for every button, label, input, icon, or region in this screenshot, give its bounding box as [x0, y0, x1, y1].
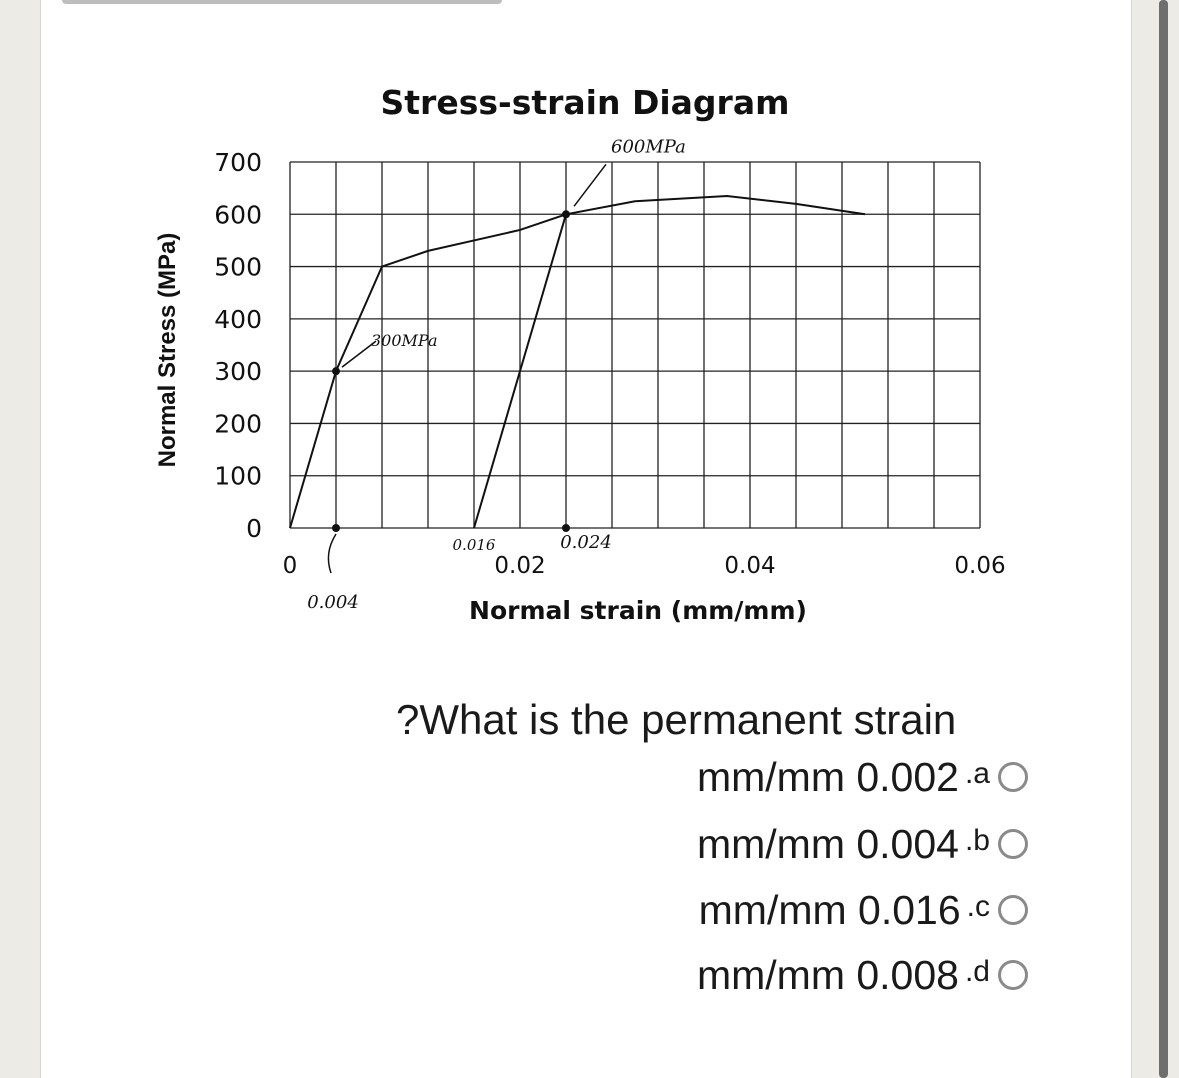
option-c[interactable]: mm/mm 0.016 .c	[600, 886, 1028, 934]
y-tick-label: 700	[214, 148, 262, 177]
chart-ylabel: Normal Stress (MPa)	[154, 233, 181, 468]
option-b-letter: .b	[964, 824, 990, 857]
question-card	[40, 0, 1132, 1078]
option-b-value: mm/mm 0.004	[696, 820, 959, 867]
annotation-arrow	[327, 533, 337, 574]
x-tick-label: 0	[283, 553, 298, 579]
y-tick-label: 0	[246, 514, 262, 543]
chart-title: Stress-strain Diagram	[381, 83, 790, 122]
radio-d[interactable]	[998, 960, 1028, 990]
y-tick-label: 300	[214, 357, 262, 386]
chart-grid	[289, 161, 981, 529]
x-tick-label: 0.02	[494, 553, 545, 579]
radio-c[interactable]	[998, 895, 1028, 925]
annotation-label: 0.016	[453, 536, 496, 554]
option-b[interactable]: mm/mm 0.004 .b	[600, 820, 1028, 868]
option-a-value: mm/mm 0.002	[696, 753, 959, 800]
stress-strain-chart: 0 100 200 300 400 500 600 700 0 0.02 0.04 0.06 600M…	[154, 83, 1006, 625]
annotation-label: 0.024	[560, 532, 612, 553]
top-shadow	[62, 0, 502, 4]
y-tick-label: 100	[214, 462, 262, 491]
question-text: ?What is the permanent strain	[396, 696, 957, 743]
x-tick-label: 0.04	[724, 553, 775, 579]
option-d-letter: .d	[964, 955, 990, 988]
chart-annotations: 600MPa 300MPa 0.004 0.016 0.024	[307, 136, 686, 613]
option-a-letter: .a	[964, 757, 990, 790]
y-tick-label: 400	[214, 305, 262, 334]
option-c-value: mm/mm 0.016	[698, 886, 961, 933]
annotation-arrow	[573, 163, 607, 207]
annotation-label: 600MPa	[611, 136, 686, 157]
x-tick-label: 0.06	[954, 553, 1005, 579]
annotation-arrow	[341, 340, 377, 368]
series-line-0	[289, 194, 866, 529]
chart-series	[289, 194, 866, 532]
scrollbar[interactable]	[1159, 0, 1168, 1078]
chart-xlabel: Normal strain (mm/mm)	[469, 596, 807, 625]
key-point	[562, 210, 570, 219]
key-point	[332, 367, 340, 376]
key-point	[332, 524, 340, 532]
series-line-1	[473, 214, 567, 529]
y-tick-label: 200	[214, 409, 262, 438]
option-d[interactable]: mm/mm 0.008 .d	[600, 951, 1028, 999]
chart-ticks: 0 100 200 300 400 500 600 700 0 0.02 0.04 0.06	[214, 148, 1005, 579]
annotation-label: 0.004	[307, 592, 359, 613]
y-tick-label: 500	[214, 253, 262, 282]
option-a[interactable]: mm/mm 0.002 .a	[600, 753, 1028, 801]
radio-a[interactable]	[998, 762, 1028, 792]
radio-b[interactable]	[998, 829, 1028, 859]
annotation-label: 300MPa	[371, 331, 438, 350]
y-tick-label: 600	[214, 200, 262, 229]
option-c-letter: .c	[966, 890, 990, 923]
option-d-value: mm/mm 0.008	[696, 951, 959, 998]
key-point	[562, 524, 570, 532]
